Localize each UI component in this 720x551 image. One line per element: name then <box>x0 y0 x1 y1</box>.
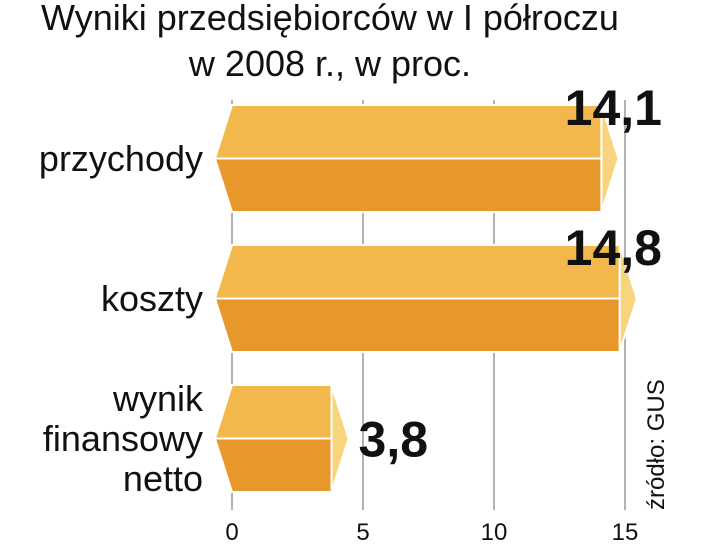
chart-subtitle: w 2008 r., w proc. <box>188 43 471 84</box>
bar-cap <box>600 104 620 213</box>
source: źródło: GUS <box>643 379 670 510</box>
bar-bottom-face <box>213 157 603 213</box>
category-label: przychody <box>38 137 203 179</box>
value-label: 3,8 <box>359 412 429 468</box>
bar-top-face <box>213 384 333 440</box>
bar <box>213 384 350 493</box>
bar-bottom-face <box>213 437 333 493</box>
category-label: wynik finansowy netto <box>42 377 203 499</box>
x-tick-label: 10 <box>481 519 508 546</box>
bar-top-face <box>213 244 621 300</box>
chart-title: Wyniki przedsiębiorców w I półroczu <box>41 0 619 38</box>
x-tick-label: 0 <box>225 519 238 546</box>
value-label: 14,1 <box>565 80 662 136</box>
category-label: koszty <box>100 277 203 319</box>
x-tick-label: 15 <box>612 519 639 546</box>
value-label: 14,8 <box>565 220 662 276</box>
x-tick-label: 5 <box>356 519 369 546</box>
bar-cap <box>330 384 350 493</box>
bar <box>213 244 638 353</box>
bar <box>213 104 620 213</box>
bar-cap <box>618 244 638 353</box>
bar-bottom-face <box>213 297 621 353</box>
bar-top-face <box>213 104 603 160</box>
